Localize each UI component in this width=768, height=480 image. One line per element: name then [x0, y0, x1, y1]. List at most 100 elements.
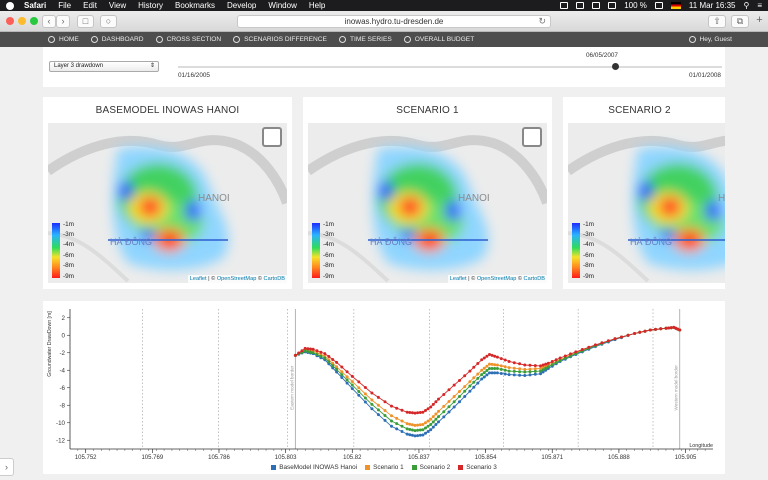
- menu-file[interactable]: File: [58, 1, 72, 10]
- menu-view[interactable]: View: [108, 1, 127, 10]
- nav-scenarios-difference[interactable]: SCENARIOS DIFFERENCE: [233, 36, 327, 43]
- map-view[interactable]: HANOI HÀ ĐÔNG -1m -3m -4m -6m -8m -9m Lea…: [308, 123, 547, 283]
- legend-label: -4m: [323, 241, 335, 248]
- series-2: [293, 325, 682, 433]
- spotlight-icon[interactable]: ⚲: [743, 1, 750, 10]
- side-panel-toggle[interactable]: ›: [0, 458, 14, 476]
- data-point: [533, 367, 537, 371]
- data-point: [563, 354, 567, 358]
- menubar-clock[interactable]: 11 Mar 16:35: [688, 1, 736, 10]
- data-point: [593, 343, 597, 347]
- tabs-overview-icon[interactable]: ⧉: [731, 15, 749, 28]
- menu-develop[interactable]: Develop: [227, 1, 257, 10]
- back-button[interactable]: ‹: [42, 15, 56, 28]
- layer-select[interactable]: Layer 3 drawdown ⇕: [49, 61, 159, 72]
- airplay-icon[interactable]: [608, 2, 617, 9]
- data-point: [472, 365, 476, 369]
- share-icon[interactable]: ⇧: [708, 15, 726, 28]
- data-point: [424, 426, 427, 430]
- apple-icon[interactable]: [6, 1, 14, 10]
- heat-blob: [139, 197, 161, 217]
- input-source-flag-icon[interactable]: [670, 2, 681, 9]
- osm-link[interactable]: OpenStreetMap: [476, 276, 517, 282]
- data-point: [327, 360, 331, 364]
- data-point: [528, 363, 532, 367]
- menu-safari[interactable]: Safari: [24, 1, 47, 10]
- map-title: SCENARIO 1: [396, 105, 459, 116]
- nav-dashboard[interactable]: DASHBOARD: [90, 36, 144, 43]
- data-point: [490, 353, 494, 357]
- osm-link[interactable]: OpenStreetMap: [216, 276, 257, 282]
- battery-level[interactable]: 100 %: [624, 1, 647, 10]
- data-point: [303, 349, 307, 353]
- data-point: [424, 421, 427, 425]
- data-point: [315, 349, 319, 353]
- legend-item-scenario-2[interactable]: Scenario 2: [411, 464, 450, 471]
- data-point: [400, 430, 404, 433]
- data-point: [408, 433, 412, 437]
- legend-color-scale: [52, 223, 60, 278]
- legend-item-scenario-1[interactable]: Scenario 1: [365, 464, 404, 471]
- legend-label: -1m: [583, 221, 595, 228]
- data-point: [431, 402, 435, 406]
- data-point: [405, 422, 409, 426]
- data-point: [546, 365, 550, 369]
- drawdown-map-svg: HANOI HÀ ĐÔNG: [568, 135, 725, 283]
- data-point: [327, 355, 331, 358]
- carto-link[interactable]: CartoDB: [263, 276, 285, 282]
- data-point: [390, 404, 393, 408]
- legend-label: -9m: [63, 273, 75, 280]
- map-view[interactable]: HANOI HÀ ĐÔNG -1m -3m -4m -6m -8m -9m Lea…: [48, 123, 287, 283]
- new-tab-icon[interactable]: +: [756, 14, 763, 26]
- nav-cross-section[interactable]: CROSS SECTION: [155, 36, 221, 43]
- sidebar-toggle-icon[interactable]: □: [77, 15, 94, 28]
- data-point: [429, 423, 433, 426]
- data-point: [468, 384, 472, 388]
- minimize-window-icon[interactable]: [18, 17, 26, 25]
- nav-overall-budget[interactable]: OVERALL BUDGET: [403, 36, 474, 43]
- leaflet-link[interactable]: Leaflet: [449, 276, 467, 282]
- zoom-window-icon[interactable]: [30, 17, 38, 25]
- data-point: [300, 349, 304, 353]
- nav-time-series[interactable]: TIME SERIES: [338, 36, 392, 43]
- heat-blob: [379, 182, 393, 200]
- layers-control-icon[interactable]: [522, 127, 542, 147]
- status-icon[interactable]: [560, 2, 569, 9]
- close-window-icon[interactable]: [6, 17, 14, 25]
- chart-canvas[interactable]: Eastern model border Western model border…: [43, 301, 725, 463]
- address-bar[interactable]: inowas.hydro.tu-dresden.de ↻: [237, 15, 551, 28]
- data-point: [434, 400, 438, 404]
- menu-history[interactable]: History: [138, 1, 164, 10]
- data-point: [376, 395, 380, 399]
- carto-link[interactable]: CartoDB: [523, 276, 545, 282]
- leaflet-link[interactable]: Leaflet: [189, 276, 207, 282]
- data-point: [431, 425, 435, 429]
- data-point: [437, 397, 440, 401]
- status-icon[interactable]: [576, 2, 585, 9]
- time-slider-track[interactable]: [178, 66, 722, 68]
- layers-control-icon[interactable]: [262, 127, 282, 147]
- wifi-icon[interactable]: [592, 2, 601, 9]
- data-point: [413, 423, 417, 427]
- data-point: [518, 367, 522, 371]
- notification-center-icon[interactable]: ≡: [757, 1, 762, 10]
- menu-help[interactable]: Help: [308, 1, 326, 10]
- reload-icon[interactable]: ↻: [538, 16, 546, 26]
- data-point: [413, 434, 417, 438]
- nav-home[interactable]: HOME: [48, 36, 79, 43]
- menu-bookmarks[interactable]: Bookmarks: [175, 1, 216, 10]
- map-view[interactable]: HANOI HÀ ĐÔNG -1m -3m -4m -6m -8m -9m: [568, 123, 725, 283]
- forward-button[interactable]: ›: [56, 15, 70, 28]
- data-point: [370, 407, 374, 411]
- reader-icon[interactable]: ○: [100, 15, 117, 28]
- time-slider-handle[interactable]: [611, 63, 619, 70]
- legend-item-scenario-3[interactable]: Scenario 3: [458, 464, 497, 471]
- data-point: [452, 400, 456, 404]
- user-menu[interactable]: Hey, Guest: [688, 36, 732, 43]
- menu-edit[interactable]: Edit: [83, 1, 97, 10]
- menu-window[interactable]: Window: [268, 1, 297, 10]
- data-point: [297, 351, 301, 355]
- legend-item-basemodel[interactable]: BaseModel INOWAS Hanoi: [271, 464, 357, 471]
- data-point: [421, 423, 425, 426]
- battery-icon[interactable]: [654, 2, 663, 9]
